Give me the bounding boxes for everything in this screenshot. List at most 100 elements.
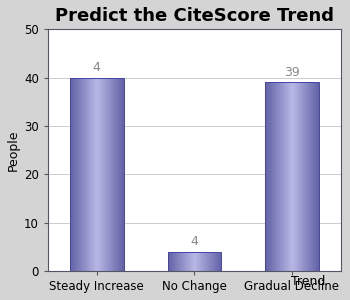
Text: 39: 39	[284, 66, 300, 79]
Bar	[108, 78, 109, 271]
Bar	[267, 82, 268, 271]
Bar	[98, 78, 99, 271]
Bar	[89, 78, 90, 271]
Bar	[183, 252, 184, 271]
Bar	[71, 78, 72, 271]
Bar	[113, 78, 114, 271]
Bar	[95, 78, 96, 271]
Bar	[272, 82, 273, 271]
Bar	[72, 78, 73, 271]
Bar	[207, 252, 208, 271]
Bar	[191, 252, 192, 271]
Bar	[86, 78, 87, 271]
Bar	[296, 82, 297, 271]
Bar	[77, 78, 78, 271]
Bar	[104, 78, 105, 271]
Bar	[304, 82, 305, 271]
Bar	[178, 252, 179, 271]
Bar	[202, 252, 203, 271]
Bar	[87, 78, 88, 271]
Bar	[284, 82, 285, 271]
Bar	[182, 252, 183, 271]
Bar	[278, 82, 279, 271]
Bar	[106, 78, 107, 271]
Bar	[218, 252, 219, 271]
Bar	[105, 78, 106, 271]
Bar	[271, 82, 272, 271]
Bar	[303, 82, 304, 271]
Bar	[120, 78, 121, 271]
Bar	[180, 252, 181, 271]
Bar	[297, 82, 298, 271]
Bar	[78, 78, 79, 271]
Bar	[220, 252, 221, 271]
Bar	[177, 252, 178, 271]
Bar	[211, 252, 212, 271]
Bar	[299, 82, 300, 271]
Bar	[92, 78, 93, 271]
Bar	[185, 252, 186, 271]
Bar	[276, 82, 277, 271]
Bar	[194, 252, 195, 271]
Bar	[204, 252, 205, 271]
Bar	[179, 252, 180, 271]
Bar	[293, 82, 294, 271]
Bar	[174, 252, 175, 271]
Bar	[101, 78, 102, 271]
Bar	[117, 78, 118, 271]
Bar	[116, 78, 117, 271]
Bar	[281, 82, 282, 271]
Bar	[312, 82, 313, 271]
Bar	[308, 82, 309, 271]
Bar	[84, 78, 85, 271]
Bar	[184, 252, 185, 271]
Bar	[199, 252, 200, 271]
Bar	[175, 252, 176, 271]
Bar	[109, 78, 110, 271]
Text: 4: 4	[93, 61, 101, 74]
Bar	[301, 82, 302, 271]
Bar	[291, 82, 292, 271]
Bar	[206, 252, 207, 271]
Bar	[83, 78, 84, 271]
Bar	[311, 82, 312, 271]
Bar	[121, 78, 122, 271]
Bar	[269, 82, 270, 271]
Bar	[314, 82, 315, 271]
Bar	[292, 82, 293, 271]
Bar	[265, 82, 319, 271]
Bar	[315, 82, 316, 271]
Bar	[313, 82, 314, 271]
Bar	[111, 78, 112, 271]
Bar	[212, 252, 213, 271]
Bar	[91, 78, 92, 271]
Bar	[283, 82, 284, 271]
Title: Predict the CiteScore Trend: Predict the CiteScore Trend	[55, 7, 334, 25]
Bar	[173, 252, 174, 271]
Bar	[169, 252, 170, 271]
Bar	[115, 78, 116, 271]
Bar	[189, 252, 190, 271]
Bar	[119, 78, 120, 271]
Bar	[210, 252, 211, 271]
Bar	[298, 82, 299, 271]
Bar	[305, 82, 306, 271]
Bar	[268, 82, 269, 271]
Bar	[190, 252, 191, 271]
Bar	[294, 82, 295, 271]
Bar	[309, 82, 310, 271]
Text: Trend: Trend	[291, 275, 326, 288]
Bar	[100, 78, 101, 271]
Bar	[97, 78, 98, 271]
Bar	[270, 82, 271, 271]
Bar	[275, 82, 276, 271]
Bar	[215, 252, 216, 271]
Bar	[302, 82, 303, 271]
Bar	[99, 78, 100, 271]
Bar	[277, 82, 278, 271]
Bar	[187, 252, 188, 271]
Bar	[285, 82, 286, 271]
Bar	[280, 82, 281, 271]
Bar	[85, 78, 86, 271]
Bar	[107, 78, 108, 271]
